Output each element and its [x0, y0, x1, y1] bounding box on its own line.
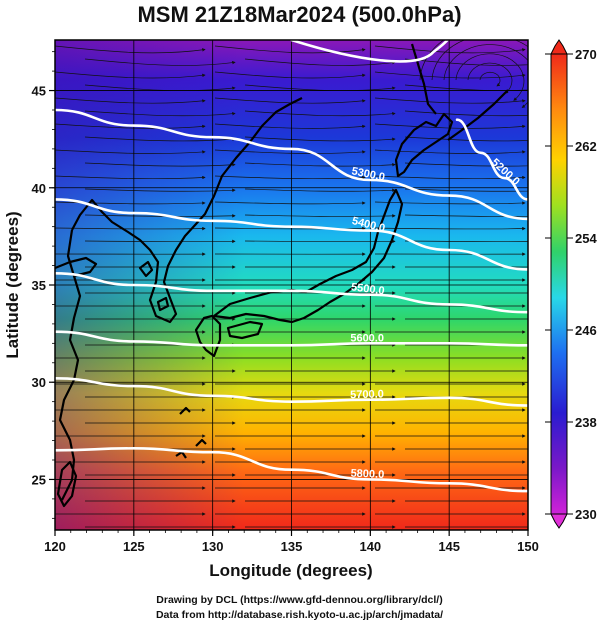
colorbar-min-arrow: [550, 513, 568, 529]
streamline: [55, 45, 206, 54]
colorbar-tick-label: 246: [575, 323, 597, 338]
colorbar-max-arrow: [550, 39, 568, 55]
contour-line: [55, 377, 528, 407]
streamline-cyclone: [431, 40, 528, 81]
streamline: [214, 45, 366, 54]
streamline: [55, 201, 206, 205]
streamline: [374, 45, 526, 54]
streamline: [55, 175, 206, 180]
y-axis-label: Latitude (degrees): [3, 211, 22, 358]
streamline: [84, 110, 236, 117]
streamline: [374, 97, 526, 104]
x-tick-label: 135: [281, 539, 303, 554]
x-tick-label: 140: [359, 539, 381, 554]
y-tick-label: 30: [32, 375, 46, 390]
streamline: [374, 201, 526, 205]
streamline: [244, 110, 396, 117]
streamline-cyclone: [455, 53, 525, 101]
streamline: [244, 162, 396, 167]
credit-drawing: Drawing by DCL (https://www.gfd-dennou.o…: [156, 594, 443, 606]
streamline: [84, 188, 236, 193]
streamline: [244, 58, 396, 66]
contour-label: 5800.0: [350, 467, 384, 481]
contour-label: 5500.0: [350, 281, 385, 297]
y-tick-label: 45: [32, 84, 46, 99]
x-tick-label: 120: [44, 539, 66, 554]
streamline: [374, 149, 526, 154]
x-axis-label: Longitude (degrees): [209, 561, 372, 580]
y-tick-label: 40: [32, 181, 46, 196]
streamline: [374, 226, 526, 231]
contour-line: [55, 198, 528, 271]
streamline: [55, 149, 206, 154]
streamline: [55, 123, 206, 129]
streamline: [404, 162, 528, 167]
streamline: [214, 123, 366, 129]
y-axis: 25 30 35 40 45: [32, 51, 55, 519]
y-tick-label: 35: [32, 278, 46, 293]
streamline: [404, 214, 528, 217]
x-tick-label: 125: [123, 539, 145, 554]
streamline: [374, 71, 526, 79]
colorbar-tick-label: 254: [575, 231, 597, 246]
contour-line: [55, 272, 528, 314]
contour-line: [290, 40, 450, 63]
colorbar-tick-label: 262: [575, 139, 597, 154]
streamline: [55, 71, 206, 79]
streamline: [214, 71, 366, 79]
x-tick-label: 145: [438, 539, 460, 554]
colorbar: 270 262 254 246 238 230: [545, 39, 597, 529]
contour-line: [55, 108, 528, 221]
streamline: [244, 214, 396, 218]
contour-line: [55, 330, 528, 347]
contour-label: 5700.0: [350, 388, 384, 401]
colorbar-bar: [550, 53, 568, 515]
streamline-cyclone: [443, 44, 528, 109]
streamline: [244, 239, 396, 244]
colorbar-tick-label: 230: [575, 507, 597, 522]
colorbar-tick-label: 270: [575, 47, 597, 62]
streamline-cyclone: [479, 71, 501, 87]
streamline: [84, 58, 236, 66]
streamline: [404, 188, 528, 192]
streamline: [84, 162, 236, 167]
x-axis: 120 125 130 135 140 145 150: [44, 530, 539, 554]
streamline: [244, 136, 396, 142]
map-plot-area: 5300.0 5200.05400.05500.05600.05700.05800…: [55, 40, 528, 530]
contour-label: 5600.0: [350, 332, 384, 344]
streamline: [55, 97, 206, 104]
streamline: [214, 149, 366, 154]
height-contours: [55, 40, 528, 493]
streamline: [214, 201, 366, 205]
streamline-cyclone: [467, 62, 513, 94]
colorbar-ticks: 270 262 254 246 238 230: [545, 47, 597, 522]
streamline: [84, 214, 236, 218]
map-title: MSM 21Z18Mar2024 (500.0hPa): [137, 2, 462, 27]
coastlines: [55, 43, 509, 508]
y-tick-label: 25: [32, 472, 46, 487]
colorbar-tick-label: 238: [575, 415, 597, 430]
contour-line: [55, 447, 528, 493]
streamline: [84, 239, 236, 244]
credit-data-source: Data from http://database.rish.kyoto-u.a…: [155, 609, 444, 621]
x-tick-label: 150: [517, 539, 539, 554]
contour-line: [455, 118, 528, 201]
streamline: [244, 188, 396, 193]
streamline-cyclone: [419, 40, 445, 81]
streamline: [84, 136, 236, 142]
streamline: [404, 240, 528, 242]
streamline: [214, 175, 366, 180]
x-tick-label: 130: [202, 539, 224, 554]
streamline: [404, 136, 528, 142]
